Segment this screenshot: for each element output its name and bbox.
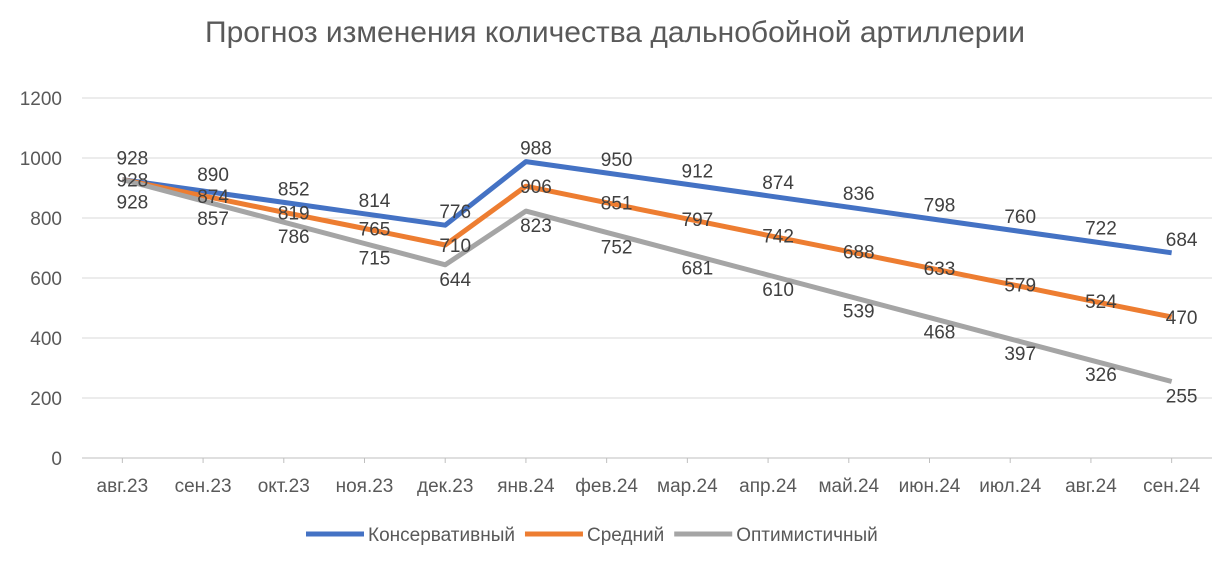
x-tick-label: дек.23 [417, 476, 473, 497]
y-tick-label: 600 [30, 269, 62, 290]
x-tick-label: авг.23 [97, 476, 149, 497]
data-label: 798 [924, 196, 956, 217]
y-tick-label: 0 [51, 449, 62, 470]
data-label: 579 [1004, 275, 1036, 296]
data-label: 857 [197, 209, 229, 230]
x-tick-label: фев.24 [575, 476, 638, 497]
data-label: 610 [762, 280, 794, 301]
chart-title: Прогноз изменения количества дальнобойно… [205, 16, 1025, 49]
data-label: 851 [601, 194, 633, 215]
data-label: 890 [197, 165, 229, 186]
data-label: 752 [601, 237, 633, 258]
data-label: 786 [278, 227, 310, 248]
x-tick-label: мар.24 [657, 476, 718, 497]
data-label: 468 [924, 323, 956, 344]
x-tick-label: авг.24 [1065, 476, 1117, 497]
data-label: 722 [1085, 218, 1117, 239]
data-label: 470 [1166, 308, 1198, 329]
data-label: 760 [1004, 207, 1036, 228]
data-label: 819 [278, 203, 310, 224]
data-label: 765 [359, 220, 391, 241]
y-tick-label: 800 [30, 209, 62, 230]
data-label: 633 [924, 259, 956, 280]
y-tick-label: 1000 [20, 149, 62, 170]
legend-label: Оптимистичный [736, 525, 878, 546]
data-label: 326 [1085, 365, 1117, 386]
data-label: 950 [601, 150, 633, 171]
y-tick-label: 1200 [20, 89, 62, 110]
x-tick-label: сен.24 [1143, 476, 1200, 497]
data-label: 912 [682, 161, 714, 182]
x-tick-label: июн.24 [899, 476, 961, 497]
y-tick-label: 200 [30, 389, 62, 410]
data-label: 836 [843, 184, 875, 205]
x-tick-label: ноя.23 [336, 476, 394, 497]
data-label: 539 [843, 301, 875, 322]
data-label: 397 [1004, 344, 1036, 365]
data-label: 928 [117, 193, 149, 214]
data-label: 255 [1166, 387, 1198, 408]
data-label: 644 [439, 270, 471, 291]
legend-label: Средний [587, 525, 664, 546]
data-label: 928 [117, 171, 149, 192]
x-tick-label: апр.24 [739, 476, 797, 497]
data-label: 988 [520, 139, 552, 160]
data-label: 928 [117, 149, 149, 170]
data-label: 906 [520, 177, 552, 198]
data-label: 681 [682, 259, 714, 280]
data-label: 710 [439, 236, 471, 257]
x-tick-label: сен.23 [175, 476, 232, 497]
x-tick-label: янв.24 [497, 476, 555, 497]
x-tick-label: июл.24 [979, 476, 1041, 497]
data-label: 797 [682, 210, 714, 231]
x-tick-label: май.24 [818, 476, 879, 497]
data-label: 715 [359, 249, 391, 270]
data-label: 684 [1166, 230, 1198, 251]
data-label: 874 [197, 187, 229, 208]
x-tick-label: окт.23 [258, 476, 310, 497]
data-label: 688 [843, 243, 875, 264]
data-label: 852 [278, 179, 310, 200]
y-tick-label: 400 [30, 329, 62, 350]
data-label: 823 [520, 216, 552, 237]
data-label: 524 [1085, 292, 1117, 313]
legend-label: Консервативный [368, 525, 515, 546]
data-label: 742 [762, 226, 794, 247]
data-label: 814 [359, 191, 391, 212]
data-label: 776 [439, 202, 471, 223]
data-label: 874 [762, 173, 794, 194]
